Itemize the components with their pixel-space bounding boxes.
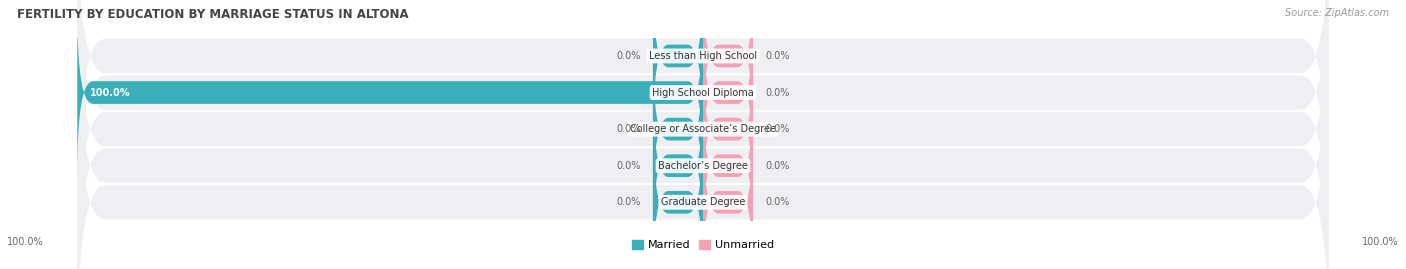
Text: 100.0%: 100.0% — [90, 87, 131, 98]
FancyBboxPatch shape — [703, 122, 754, 269]
Text: Less than High School: Less than High School — [650, 51, 756, 61]
FancyBboxPatch shape — [703, 12, 754, 173]
Text: Source: ZipAtlas.com: Source: ZipAtlas.com — [1285, 8, 1389, 18]
Text: 0.0%: 0.0% — [766, 87, 790, 98]
Text: 0.0%: 0.0% — [766, 51, 790, 61]
Text: 100.0%: 100.0% — [7, 237, 44, 247]
Text: FERTILITY BY EDUCATION BY MARRIAGE STATUS IN ALTONA: FERTILITY BY EDUCATION BY MARRIAGE STATU… — [17, 8, 409, 21]
Text: Bachelor’s Degree: Bachelor’s Degree — [658, 161, 748, 171]
FancyBboxPatch shape — [652, 122, 703, 269]
FancyBboxPatch shape — [652, 0, 703, 136]
FancyBboxPatch shape — [652, 49, 703, 209]
Text: High School Diploma: High School Diploma — [652, 87, 754, 98]
FancyBboxPatch shape — [77, 0, 1329, 203]
FancyBboxPatch shape — [77, 0, 1329, 269]
Text: 0.0%: 0.0% — [766, 124, 790, 134]
FancyBboxPatch shape — [77, 0, 1329, 240]
Text: 0.0%: 0.0% — [616, 197, 641, 207]
FancyBboxPatch shape — [652, 86, 703, 246]
FancyBboxPatch shape — [703, 86, 754, 246]
Text: 0.0%: 0.0% — [616, 161, 641, 171]
Text: 0.0%: 0.0% — [766, 197, 790, 207]
Text: 0.0%: 0.0% — [766, 161, 790, 171]
FancyBboxPatch shape — [703, 0, 754, 136]
FancyBboxPatch shape — [77, 55, 1329, 269]
Text: 100.0%: 100.0% — [1362, 237, 1399, 247]
FancyBboxPatch shape — [703, 49, 754, 209]
Text: 0.0%: 0.0% — [616, 124, 641, 134]
Text: 0.0%: 0.0% — [616, 51, 641, 61]
Legend: Married, Unmarried: Married, Unmarried — [627, 235, 779, 254]
Text: Graduate Degree: Graduate Degree — [661, 197, 745, 207]
FancyBboxPatch shape — [77, 12, 703, 173]
FancyBboxPatch shape — [77, 18, 1329, 269]
Text: College or Associate’s Degree: College or Associate’s Degree — [630, 124, 776, 134]
